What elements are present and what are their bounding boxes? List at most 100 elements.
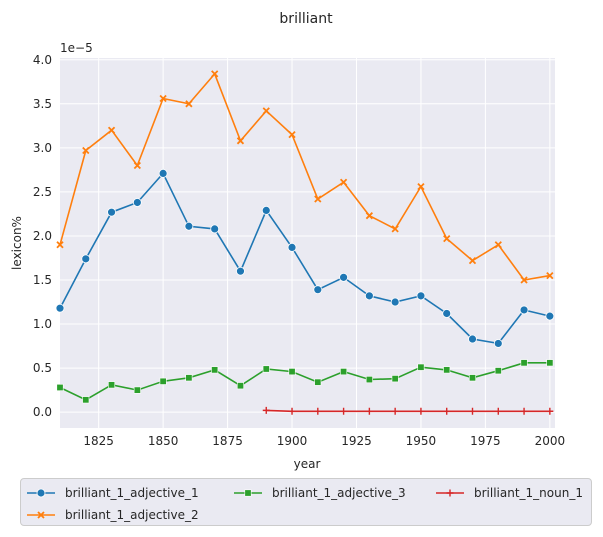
data-point <box>468 374 476 382</box>
y-tick-label: 1.0 <box>33 317 52 331</box>
data-point <box>56 383 64 391</box>
y-offset-label: 1e−5 <box>60 41 93 55</box>
data-point <box>340 407 348 415</box>
data-point <box>339 178 348 186</box>
data-point <box>107 126 116 134</box>
data-point <box>314 407 322 415</box>
data-point <box>520 359 528 367</box>
data-point <box>442 309 452 318</box>
data-point <box>210 224 220 234</box>
data-point <box>520 276 528 284</box>
y-tick-label: 3.5 <box>33 97 52 111</box>
x-tick-label: 1900 <box>277 434 308 448</box>
legend-marker <box>446 489 454 497</box>
data-point <box>443 366 451 374</box>
x-tick-labels: 1825 1850 1875 1900 1925 1950 1975 2000 <box>83 434 565 448</box>
data-point <box>185 374 193 382</box>
data-point <box>262 406 270 414</box>
x-axis-label: year <box>294 457 321 471</box>
data-point <box>133 386 141 394</box>
data-point <box>185 100 193 108</box>
plot-area <box>60 58 555 428</box>
data-point <box>287 243 297 252</box>
data-point <box>314 195 322 203</box>
data-point <box>262 107 270 115</box>
data-point <box>417 182 425 191</box>
y-tick-label: 0.5 <box>33 361 52 375</box>
data-point <box>545 311 555 321</box>
legend-marker <box>244 489 252 497</box>
series-layer <box>55 70 555 415</box>
legend-label: brilliant_1_adjective_1 <box>65 486 199 500</box>
series-line <box>59 171 550 345</box>
data-point <box>520 407 528 415</box>
series-line <box>266 409 550 413</box>
data-point <box>494 407 502 415</box>
legend-marker <box>36 488 46 498</box>
data-point <box>236 266 245 276</box>
data-point <box>56 241 64 249</box>
data-point <box>365 407 373 415</box>
data-point <box>55 303 65 313</box>
data-point <box>546 359 554 367</box>
x-tick-label: 1825 <box>83 434 114 448</box>
data-point <box>391 407 399 415</box>
y-tick-label: 2.0 <box>33 229 52 243</box>
data-point <box>159 377 167 385</box>
data-point <box>391 225 399 233</box>
legend-entry: brilliant_1_noun_1 <box>436 486 583 500</box>
data-point <box>417 363 425 371</box>
data-point <box>288 368 296 376</box>
data-point <box>519 305 529 315</box>
legend-label: brilliant_1_adjective_3 <box>272 486 406 500</box>
data-point <box>108 381 116 389</box>
y-tick-label: 4.0 <box>33 53 52 67</box>
data-point <box>443 234 451 243</box>
data-point <box>82 396 90 404</box>
data-point <box>158 169 168 178</box>
legend-label: brilliant_1_noun_1 <box>474 486 583 500</box>
data-point <box>107 207 116 217</box>
data-point <box>81 254 91 264</box>
data-point <box>288 131 296 139</box>
data-point <box>261 206 271 215</box>
data-point <box>313 285 323 295</box>
data-point <box>211 366 219 374</box>
data-point <box>236 137 245 145</box>
y-tick-labels: 0.0 0.5 1.0 1.5 2.0 2.5 3.0 3.5 4.0 <box>33 53 52 419</box>
data-point <box>340 368 348 376</box>
data-point <box>468 334 477 344</box>
data-point <box>132 198 142 207</box>
data-point <box>494 367 502 375</box>
data-point <box>133 161 141 170</box>
data-point <box>262 365 270 373</box>
data-point <box>546 271 554 280</box>
series-brilliant_1_noun_1 <box>262 406 554 415</box>
series-brilliant_1_adjective_3 <box>56 359 554 404</box>
x-tick-label: 1975 <box>470 434 501 448</box>
legend-marker <box>37 511 45 519</box>
data-point <box>364 291 374 301</box>
series-line <box>59 72 550 281</box>
grid <box>60 58 555 428</box>
y-tick-label: 3.0 <box>33 141 52 155</box>
legend-entry: brilliant_1_adjective_3 <box>234 486 406 500</box>
y-tick-label: 1.5 <box>33 273 52 287</box>
series-brilliant_1_adjective_2 <box>56 70 554 284</box>
legend-entries: brilliant_1_adjective_1 brilliant_1_adjec… <box>27 486 583 522</box>
data-point <box>236 382 244 390</box>
data-point <box>391 375 399 383</box>
data-point <box>365 212 374 220</box>
legend-entry: brilliant_1_adjective_2 <box>27 508 199 522</box>
data-point <box>417 407 425 415</box>
data-point <box>468 256 477 265</box>
legend: brilliant_1_adjective_1 brilliant_1_adjec… <box>20 478 592 526</box>
data-point <box>365 376 373 384</box>
data-point <box>390 297 400 307</box>
data-point <box>314 378 322 386</box>
x-tick-label: 1875 <box>212 434 243 448</box>
series-brilliant_1_adjective_1 <box>55 169 555 348</box>
legend-entry: brilliant_1_adjective_1 <box>27 486 199 500</box>
data-point <box>416 291 426 301</box>
